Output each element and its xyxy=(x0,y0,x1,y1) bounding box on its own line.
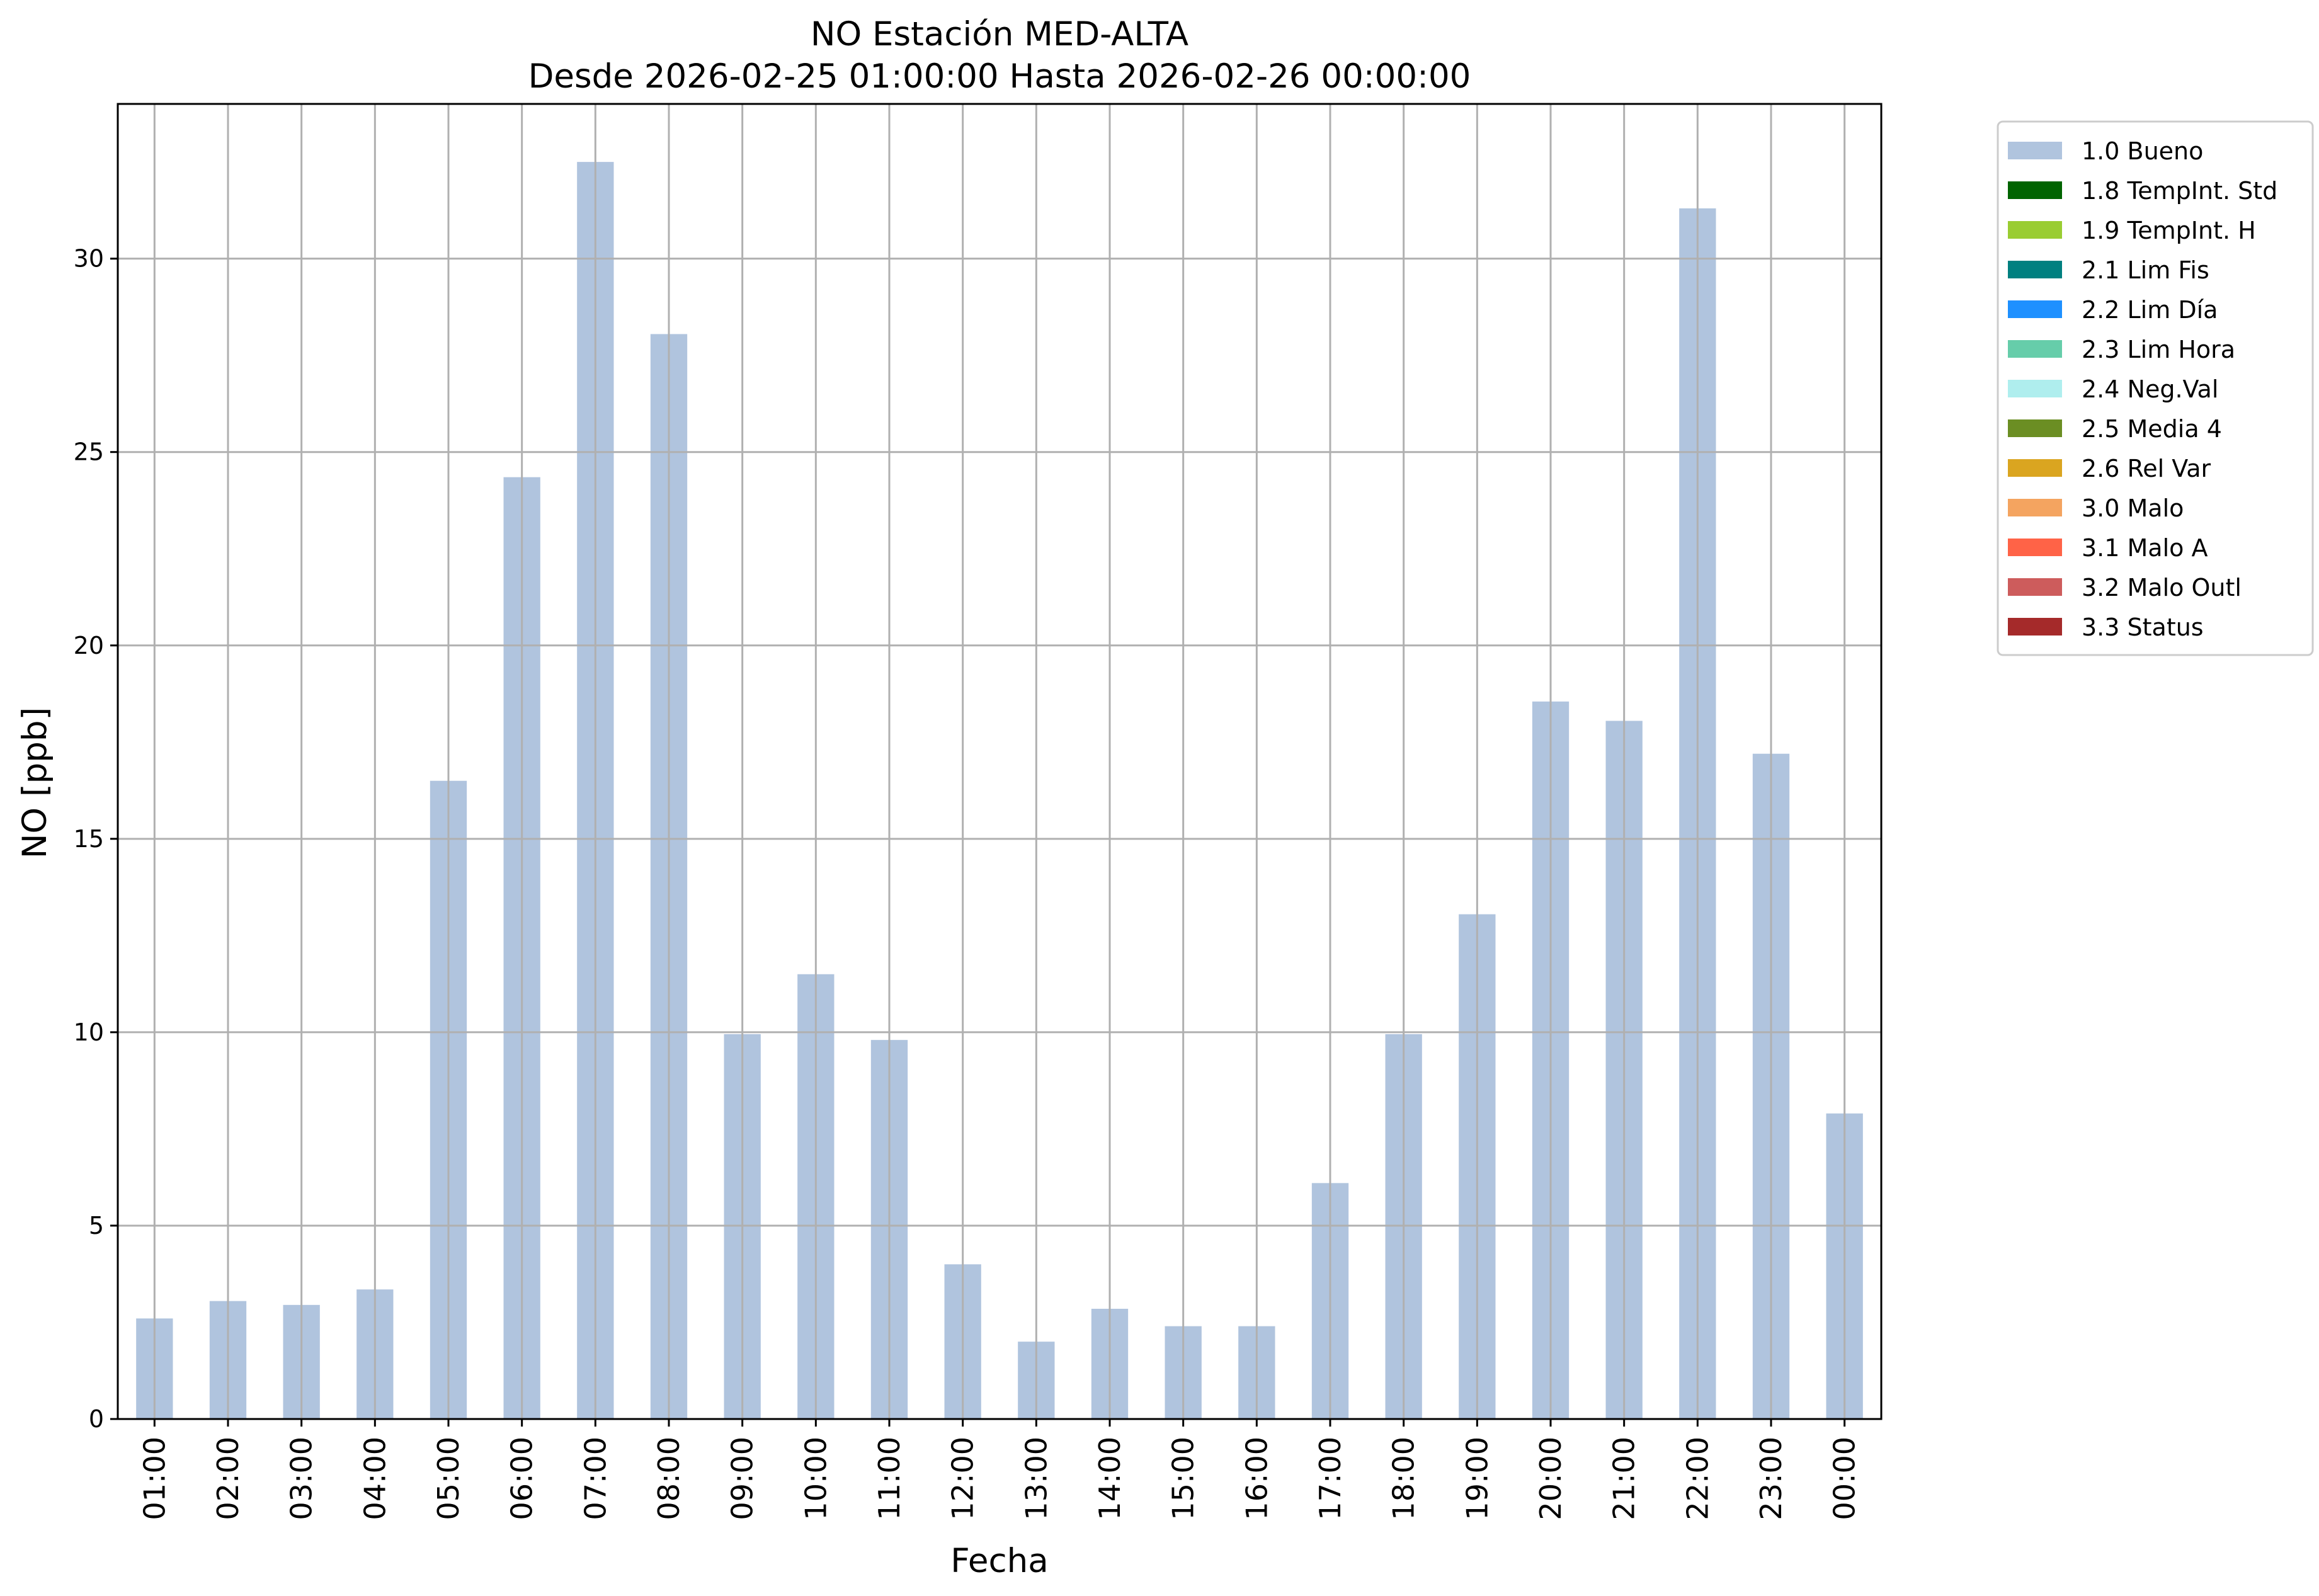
x-tick-label: 07:00 xyxy=(578,1437,612,1520)
x-tick-label: 05:00 xyxy=(431,1437,465,1520)
legend-entry: 1.8 TempInt. Std xyxy=(2082,177,2277,205)
y-tick-label: 10 xyxy=(74,1018,104,1046)
x-tick-label: 15:00 xyxy=(1166,1437,1200,1520)
x-tick-label: 09:00 xyxy=(726,1437,760,1520)
legend-swatch xyxy=(2008,261,2062,278)
x-tick-label: 00:00 xyxy=(1828,1437,1862,1520)
x-tick-label: 02:00 xyxy=(211,1437,245,1520)
legend-entry: 3.2 Malo Outl xyxy=(2082,574,2242,601)
legend-swatch xyxy=(2008,181,2062,199)
y-tick-label: 15 xyxy=(74,825,104,853)
y-tick-label: 0 xyxy=(89,1405,104,1433)
y-tick-label: 30 xyxy=(74,245,104,273)
legend-swatch xyxy=(2008,499,2062,516)
legend-entry: 1.9 TempInt. H xyxy=(2082,217,2256,244)
x-tick-label: 17:00 xyxy=(1313,1437,1347,1520)
x-tick-label: 20:00 xyxy=(1534,1437,1568,1520)
legend-swatch xyxy=(2008,459,2062,477)
legend-entry: 1.0 Bueno xyxy=(2082,137,2203,165)
y-tick-label: 25 xyxy=(74,438,104,466)
y-tick-label: 5 xyxy=(89,1212,104,1240)
legend-box xyxy=(1997,120,2314,656)
legend-swatch xyxy=(2008,419,2062,437)
x-tick-label: 12:00 xyxy=(946,1437,980,1520)
x-tick-label: 01:00 xyxy=(137,1437,171,1520)
x-tick-label: 10:00 xyxy=(799,1437,833,1520)
x-tick-label: 11:00 xyxy=(872,1437,906,1520)
legend-entry: 2.4 Neg.Val xyxy=(2082,375,2218,403)
x-tick-label: 23:00 xyxy=(1754,1437,1788,1520)
legend-swatch xyxy=(2008,539,2062,556)
x-tick-label: 06:00 xyxy=(505,1437,539,1520)
plot-frame xyxy=(117,103,1883,1420)
x-axis-label: Fecha xyxy=(950,1542,1048,1580)
legend-entry: 3.0 Malo xyxy=(2082,494,2184,522)
x-tick-label: 04:00 xyxy=(358,1437,392,1520)
legend-swatch xyxy=(2008,340,2062,358)
x-tick-label: 16:00 xyxy=(1239,1437,1273,1520)
legend: 1.0 Bueno 1.8 TempInt. Std 1.9 TempInt. H 2… xyxy=(1997,120,2314,656)
legend-entry: 2.5 Media 4 xyxy=(2082,415,2222,443)
y-axis-ticks: 0 5 10 15 20 25 30 xyxy=(74,245,118,1433)
chart-subtitle: Desde 2026-02-25 01:00:00 Hasta 2026-02-… xyxy=(528,57,1471,96)
x-axis-ticks: 01:00 02:00 03:00 04:00 05:00 06:00 07:00 08:00… xyxy=(137,1419,1862,1520)
x-tick-label: 22:00 xyxy=(1680,1437,1714,1520)
legend-entry: 2.3 Lim Hora xyxy=(2082,336,2235,363)
legend-entry: 3.1 Malo A xyxy=(2082,534,2208,562)
x-tick-label: 08:00 xyxy=(652,1437,686,1520)
legend-swatch xyxy=(2008,380,2062,397)
legend-swatch xyxy=(2008,618,2062,636)
y-axis-label: NO [ppb] xyxy=(16,707,54,859)
x-tick-label: 19:00 xyxy=(1460,1437,1494,1520)
x-tick-label: 18:00 xyxy=(1387,1437,1421,1520)
x-tick-label: 21:00 xyxy=(1607,1437,1641,1520)
legend-swatch xyxy=(2008,221,2062,239)
legend-entry: 2.1 Lim Fis xyxy=(2082,256,2209,284)
legend-entry: 2.6 Rel Var xyxy=(2082,455,2211,482)
legend-swatch xyxy=(2008,142,2062,159)
legend-swatch xyxy=(2008,578,2062,596)
legend-entry: 3.3 Status xyxy=(2082,613,2204,641)
x-tick-label: 03:00 xyxy=(285,1437,319,1520)
x-tick-label: 13:00 xyxy=(1019,1437,1053,1520)
x-tick-label: 14:00 xyxy=(1093,1437,1127,1520)
legend-swatch xyxy=(2008,300,2062,318)
chart-title: NO Estación MED-ALTA xyxy=(811,15,1188,54)
y-tick-label: 20 xyxy=(74,632,104,659)
legend-entry: 2.2 Lim Día xyxy=(2082,296,2218,324)
